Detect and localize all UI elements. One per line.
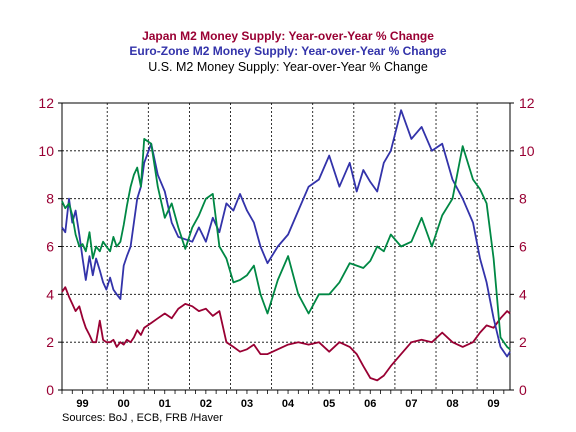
y-tick-label-left: 10 bbox=[38, 143, 54, 159]
japan-title: Japan M2 Money Supply: Year-over-Year % … bbox=[142, 29, 434, 43]
y-tick-label-right: 4 bbox=[519, 286, 527, 302]
x-tick-label: 99 bbox=[76, 398, 88, 410]
y-tick-label-right: 6 bbox=[519, 239, 527, 255]
y-tick-label-left: 6 bbox=[46, 239, 54, 255]
euro-line bbox=[61, 109, 511, 358]
y-tick-label-left: 2 bbox=[46, 334, 54, 350]
y-tick-label-left: 4 bbox=[46, 286, 54, 302]
x-tick-label: 04 bbox=[282, 398, 295, 410]
source-note: Sources: BoJ , ECB, FRB /Haver bbox=[62, 412, 223, 424]
y-tick-label-right: 12 bbox=[519, 95, 535, 111]
x-tick-label: 01 bbox=[159, 398, 171, 410]
x-tick-label: 09 bbox=[487, 398, 499, 410]
x-tick-label: 05 bbox=[323, 398, 335, 410]
japan-line bbox=[61, 286, 511, 382]
x-tick-label: 06 bbox=[364, 398, 376, 410]
y-tick-label-right: 8 bbox=[519, 191, 527, 207]
y-tick-label-left: 0 bbox=[46, 382, 54, 398]
euro-title: Euro-Zone M2 Money Supply: Year-over-Yea… bbox=[129, 44, 447, 58]
y-tick-label-right: 2 bbox=[519, 334, 527, 350]
x-tick-label: 08 bbox=[446, 398, 458, 410]
y-tick-label-left: 8 bbox=[46, 191, 54, 207]
us-title: U.S. M2 Money Supply: Year-over-Year % C… bbox=[148, 60, 428, 74]
x-tick-label: 07 bbox=[405, 398, 417, 410]
us-line bbox=[61, 137, 511, 350]
y-tick-label-right: 10 bbox=[519, 143, 535, 159]
y-tick-label-right: 0 bbox=[519, 382, 527, 398]
x-tick-label: 02 bbox=[200, 398, 212, 410]
x-tick-label: 03 bbox=[241, 398, 253, 410]
y-tick-label-left: 12 bbox=[38, 95, 54, 111]
x-tick-label: 00 bbox=[118, 398, 130, 410]
